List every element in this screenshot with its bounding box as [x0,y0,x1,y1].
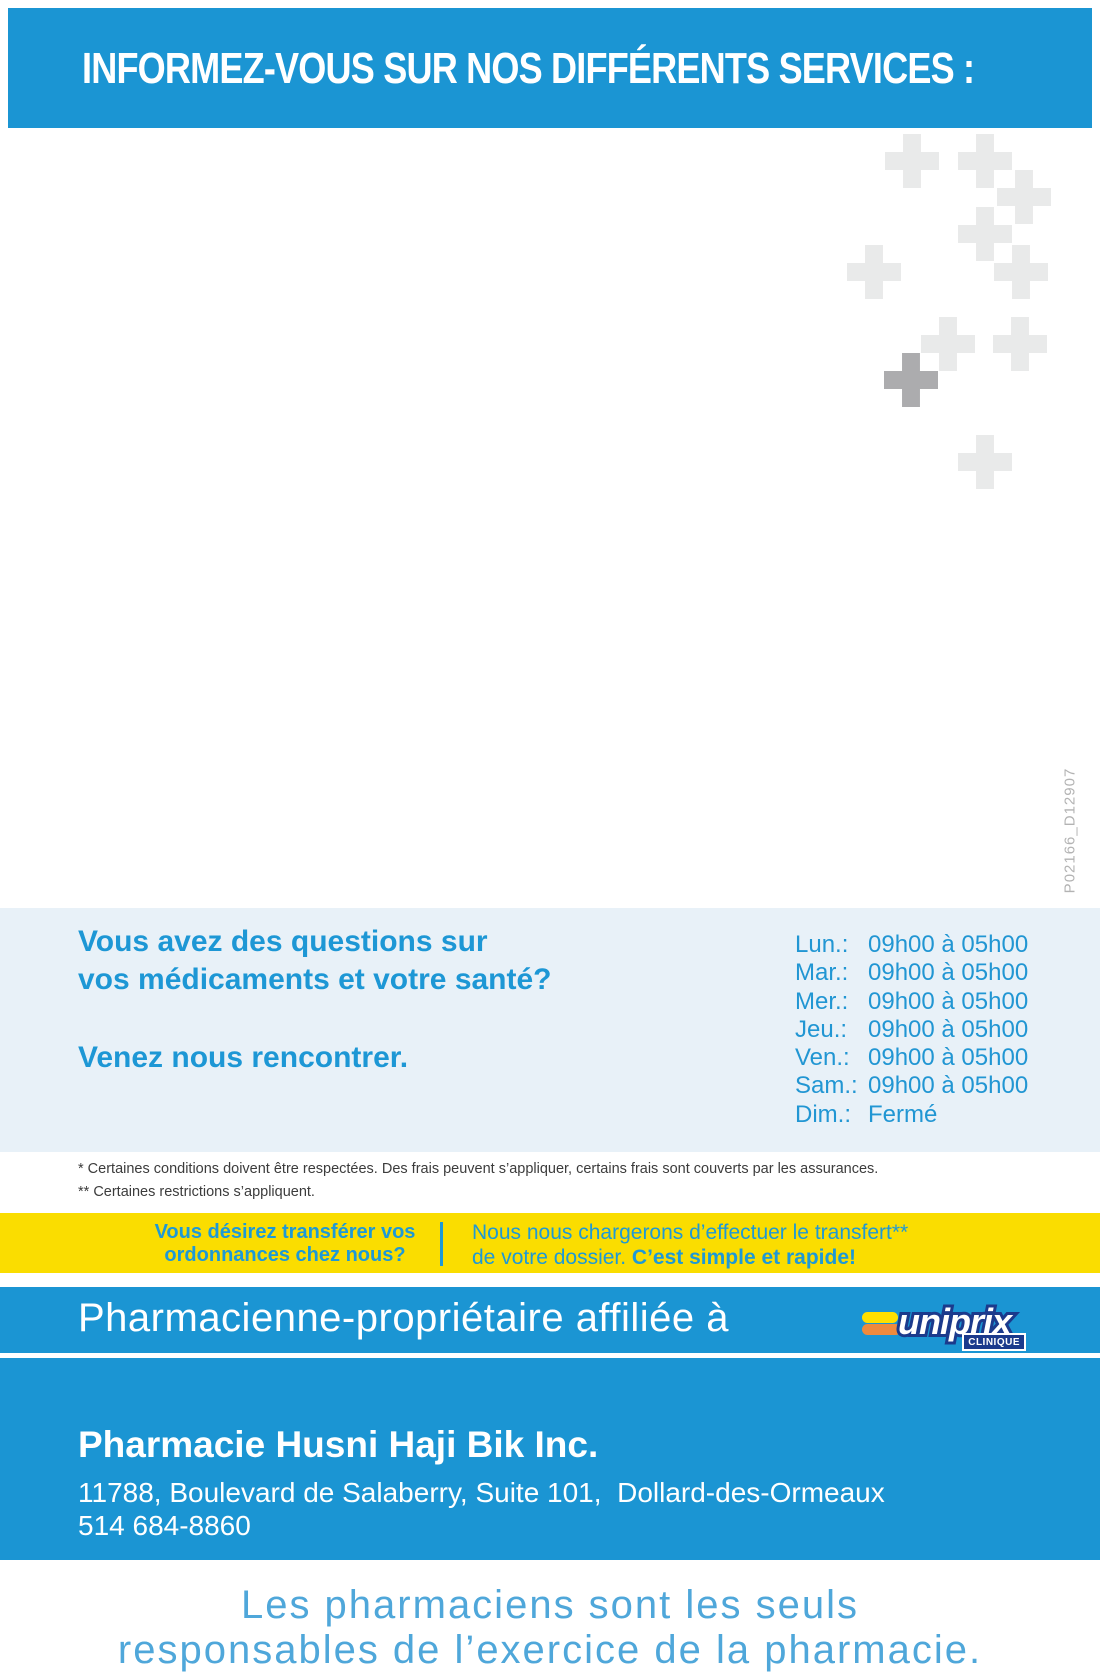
hours-row: Jeu.: 09h00 à 05h00 [795,1016,1075,1044]
plus-icon [847,245,901,299]
hours-row: Sam.: 09h00 à 05h00 [795,1072,1075,1100]
plus-icon [958,207,1012,261]
transfer-answer-normal: de votre dossier. [472,1246,632,1269]
transfer-answer-line-2: de votre dossier. C’est simple et rapide… [472,1245,1032,1270]
pharmacists-disclaimer: Les pharmaciens sont les seuls responsab… [0,1583,1100,1673]
transfer-question: Vous désirez transférer vos ordonnances … [120,1221,450,1267]
plus-icon [993,317,1047,371]
day-label: Dim.: [795,1100,851,1128]
plus-icon [997,170,1051,224]
transfer-question-line-1: Vous désirez transférer vos [154,1221,416,1243]
disclaimer-line-1: Les pharmaciens sont les seuls [240,1583,860,1627]
hours-row: Dim.: Fermé [795,1101,1075,1129]
question-line-2: vos médicaments et votre santé? [78,963,552,996]
plus-icon [994,245,1048,299]
time-value: Fermé [868,1100,938,1128]
plus-icon [921,317,975,371]
header-banner: INFORMEZ-VOUS SUR NOS DIFFÉRENTS SERVICE… [8,8,1092,128]
time-value: 09h00 à 05h00 [868,987,1029,1015]
uniprix-clinique-badge: CLINIQUE [962,1333,1026,1351]
logo-orange-bar [862,1324,901,1335]
day-label: Sam.: [795,1072,858,1100]
meet-us-line: Venez nous rencontrer. [78,1041,409,1074]
day-label: Mer.: [795,987,849,1015]
info-band [0,908,1100,1152]
hours-row: Mer.: 09h00 à 05h00 [795,988,1075,1016]
logo-yellow-bar [862,1312,898,1323]
services-title: INFORMEZ-VOUS SUR NOS DIFFÉRENTS SERVICE… [82,44,975,93]
time-value: 09h00 à 05h00 [868,931,1029,958]
hours-row: Lun.: 09h00 à 05h00 [795,931,1075,959]
day-label: Mar.: [795,959,849,987]
print-code: P02166_D12907 [1061,767,1079,894]
footnote-conditions: * Certaines conditions doivent être resp… [78,1161,879,1177]
time-value: 09h00 à 05h00 [868,1044,1029,1072]
uniprix-bars-icon [862,1312,901,1335]
time-value: 09h00 à 05h00 [868,1015,1029,1043]
transfer-divider [440,1222,443,1266]
pharmacy-info-block [0,1358,1100,1560]
pharmacy-address: 11788, Boulevard de Salaberry, Suite 101… [78,1477,885,1508]
time-value: 09h00 à 05h00 [868,959,1029,987]
opening-hours-table: Lun.: 09h00 à 05h00 Mar.: 09h00 à 05h00 … [795,931,1075,1129]
footnote-restrictions: ** Certaines restrictions s’appliquent. [78,1184,315,1200]
pharmacy-phone: 514 684-8860 [78,1510,251,1541]
hours-row: Ven.: 09h00 à 05h00 [795,1044,1075,1072]
transfer-answer: Nous nous chargerons d’effectuer le tran… [472,1220,1032,1270]
day-label: Jeu.: [795,1015,848,1043]
hours-row: Mar.: 09h00 à 05h00 [795,959,1075,987]
affiliation-label: Pharmacienne-propriétaire affiliée à [78,1296,729,1340]
affiliation-banner [0,1287,1100,1353]
transfer-banner [0,1213,1100,1273]
plus-icon [958,435,1012,489]
time-value: 09h00 à 05h00 [868,1072,1029,1100]
pharmacy-name: Pharmacie Husni Haji Bik Inc. [78,1424,599,1465]
question-line-1: Vous avez des questions sur [78,925,488,958]
plus-icon [958,134,1012,188]
transfer-answer-line-1: Nous nous chargerons d’effectuer le tran… [472,1221,909,1244]
plus-icon [884,353,938,407]
uniprix-logo: uniprix CLINIQUE [856,1297,1028,1353]
day-label: Lun.: [795,931,849,958]
divider-line [0,1353,1100,1358]
transfer-question-line-2: ordonnances chez nous? [164,1244,406,1266]
transfer-answer-bold: C’est simple et rapide! [631,1246,856,1269]
disclaimer-line-2: responsables de l’exercice de la pharmac… [117,1628,983,1672]
plus-icon [885,134,939,188]
day-label: Ven.: [795,1044,850,1072]
